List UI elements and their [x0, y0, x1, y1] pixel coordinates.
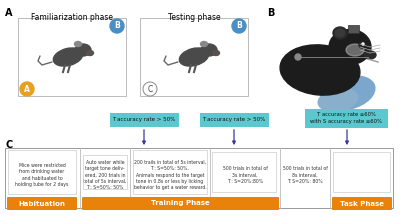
FancyBboxPatch shape	[82, 197, 279, 210]
Text: T accuracy rate > 50%: T accuracy rate > 50%	[202, 117, 266, 122]
Circle shape	[359, 42, 365, 48]
Text: A: A	[24, 85, 30, 93]
Circle shape	[20, 82, 34, 96]
Text: Familiarization phase: Familiarization phase	[31, 13, 113, 22]
Text: T accuracy rate ≥60%
with S accuracy rate ≥60%: T accuracy rate ≥60% with S accuracy rat…	[310, 112, 382, 124]
Text: T accuracy rate > 50%: T accuracy rate > 50%	[112, 117, 176, 122]
FancyBboxPatch shape	[7, 197, 77, 210]
FancyBboxPatch shape	[110, 112, 178, 126]
Text: B: B	[114, 21, 120, 31]
Ellipse shape	[75, 44, 91, 56]
Circle shape	[362, 43, 364, 45]
FancyBboxPatch shape	[304, 109, 388, 128]
Text: Mice were restricted
from drinking water
and habituated to
holding tube for 2 da: Mice were restricted from drinking water…	[15, 163, 69, 187]
Text: Testing phase: Testing phase	[168, 13, 220, 22]
Ellipse shape	[333, 27, 347, 39]
Ellipse shape	[200, 41, 208, 47]
Text: Auto water while
target tone deliv-
ered, 200 trials in
total of 5s interval,
T : Auto water while target tone deliv- ered…	[83, 160, 127, 190]
Text: C: C	[5, 140, 12, 150]
FancyBboxPatch shape	[332, 197, 392, 210]
Circle shape	[295, 54, 301, 60]
FancyBboxPatch shape	[5, 148, 393, 208]
Circle shape	[232, 19, 246, 33]
FancyBboxPatch shape	[200, 112, 268, 126]
Ellipse shape	[179, 48, 209, 66]
Ellipse shape	[212, 50, 220, 56]
Ellipse shape	[318, 89, 358, 111]
Ellipse shape	[329, 29, 371, 64]
Text: 500 trials in total of
3s interval,
T : S=20%:80%: 500 trials in total of 3s interval, T : …	[222, 166, 268, 184]
Ellipse shape	[321, 76, 375, 110]
Text: C: C	[147, 85, 153, 93]
FancyBboxPatch shape	[18, 18, 126, 96]
Ellipse shape	[336, 29, 344, 37]
Circle shape	[110, 19, 124, 33]
Ellipse shape	[201, 44, 217, 56]
Ellipse shape	[346, 44, 364, 56]
Ellipse shape	[74, 41, 82, 47]
Ellipse shape	[280, 45, 360, 95]
Text: 200 trails in total of 5s interval,
T : S=50%: 50%.
Animals respond to the targe: 200 trails in total of 5s interval, T : …	[134, 160, 206, 190]
Circle shape	[143, 82, 157, 96]
Text: B: B	[267, 8, 274, 18]
Ellipse shape	[364, 51, 376, 59]
Ellipse shape	[86, 50, 94, 56]
Text: 500 trials in total of
8s interval,
T: S=20%: 80%: 500 trials in total of 8s interval, T: S…	[282, 166, 328, 184]
Text: A: A	[5, 8, 12, 18]
FancyBboxPatch shape	[140, 18, 248, 96]
FancyBboxPatch shape	[348, 25, 358, 33]
Text: B: B	[236, 21, 242, 31]
Ellipse shape	[53, 48, 83, 66]
Text: Training Phase: Training Phase	[151, 200, 210, 206]
Text: Habituation: Habituation	[18, 200, 66, 206]
Text: Task Phase: Task Phase	[340, 200, 384, 206]
